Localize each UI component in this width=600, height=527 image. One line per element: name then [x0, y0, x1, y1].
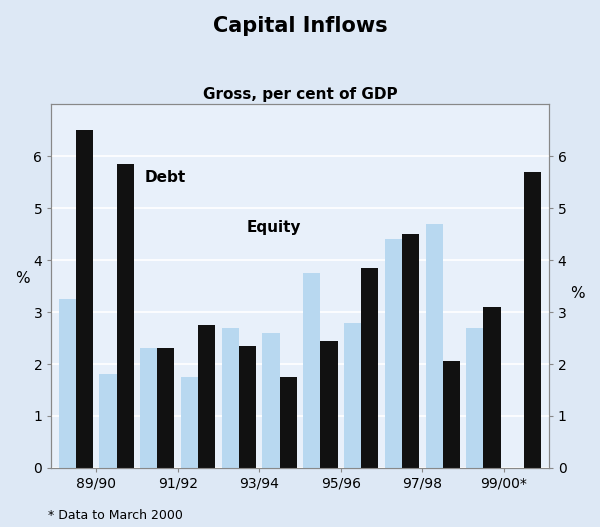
Bar: [181, 377, 198, 468]
Bar: [76, 130, 93, 468]
Bar: [385, 239, 402, 468]
Text: Capital Inflows: Capital Inflows: [212, 16, 388, 36]
Bar: [222, 328, 239, 468]
Bar: [320, 340, 338, 468]
Bar: [303, 273, 320, 468]
Bar: [239, 346, 256, 468]
Bar: [262, 333, 280, 468]
Bar: [425, 224, 443, 468]
Bar: [484, 307, 500, 468]
Bar: [443, 362, 460, 468]
Bar: [100, 375, 116, 468]
Bar: [116, 164, 134, 468]
Title: Gross, per cent of GDP: Gross, per cent of GDP: [203, 87, 397, 102]
Bar: [361, 268, 378, 468]
Text: * Data to March 2000: * Data to March 2000: [48, 509, 183, 522]
Bar: [466, 328, 484, 468]
Y-axis label: %: %: [15, 271, 29, 286]
Bar: [157, 348, 175, 468]
Text: Debt: Debt: [145, 170, 187, 186]
Bar: [59, 299, 76, 468]
Bar: [524, 172, 541, 468]
Bar: [402, 234, 419, 468]
Y-axis label: %: %: [571, 286, 585, 301]
Text: Equity: Equity: [247, 220, 302, 235]
Bar: [140, 348, 157, 468]
Bar: [198, 325, 215, 468]
Bar: [344, 323, 361, 468]
Bar: [280, 377, 297, 468]
